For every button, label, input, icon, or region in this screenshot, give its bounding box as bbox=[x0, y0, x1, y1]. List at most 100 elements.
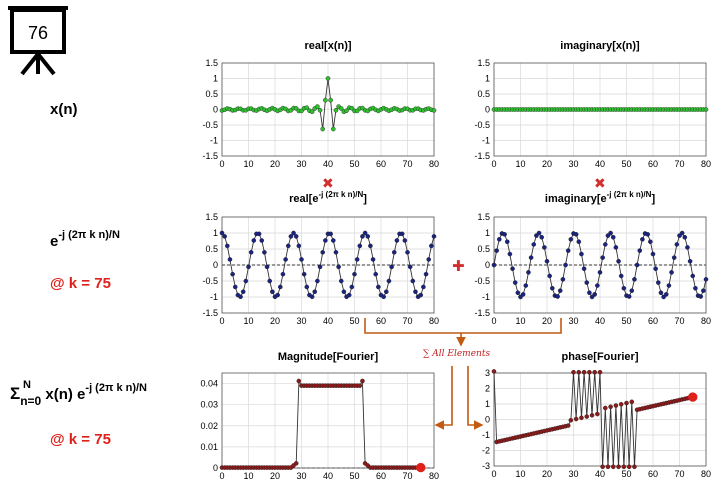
x-tick-label: 20 bbox=[270, 471, 280, 481]
imag_kernel-point bbox=[666, 283, 672, 288]
real_kernel-point bbox=[426, 257, 432, 262]
title-imag-kernel-base: imaginary[e bbox=[544, 193, 607, 205]
imag_kernel-point bbox=[581, 266, 587, 272]
phase-point bbox=[573, 416, 579, 422]
real_kernel-point bbox=[243, 278, 249, 284]
title-imag-kernel-close: ] bbox=[651, 193, 656, 205]
y-tick-label: -1.5 bbox=[202, 308, 218, 318]
imag_kernel-point bbox=[587, 290, 592, 296]
x-tick-label: 80 bbox=[701, 159, 711, 169]
real_kernel-point bbox=[360, 234, 365, 239]
real_x-point bbox=[309, 109, 315, 115]
title-imag-kernel-exp: -j (2π k n)/N bbox=[606, 190, 652, 199]
real_kernel-point bbox=[410, 278, 416, 284]
y-tick-label: 0.5 bbox=[205, 244, 218, 254]
imag_kernel-point bbox=[597, 270, 603, 275]
real_kernel-point bbox=[383, 289, 389, 295]
phase-point bbox=[605, 464, 611, 470]
imag_kernel-point bbox=[693, 285, 698, 291]
y-tick-label: 1 bbox=[213, 228, 218, 238]
x-tick-label: 30 bbox=[568, 469, 578, 479]
imag_kernel-point bbox=[579, 251, 584, 257]
sum-exponent: -j (2π k n)/N bbox=[85, 382, 147, 394]
real_kernel-point bbox=[429, 243, 434, 249]
real_kernel-point bbox=[232, 284, 238, 290]
phase-point bbox=[632, 464, 637, 470]
title-real-kernel: real[e-j (2π k n)/N] bbox=[222, 190, 434, 205]
real_kernel-point bbox=[291, 230, 296, 236]
imag_kernel-point bbox=[634, 262, 640, 268]
y-tick-label: 1 bbox=[485, 74, 490, 84]
real_kernel-point bbox=[251, 238, 257, 243]
sum-k-label: @ k = 75 bbox=[50, 431, 111, 448]
bracket-arrow bbox=[364, 318, 562, 334]
x-tick-label: 30 bbox=[296, 159, 306, 169]
real_kernel-point bbox=[227, 257, 233, 262]
imag_kernel-point bbox=[563, 262, 568, 268]
y-tick-label: -1 bbox=[482, 136, 490, 146]
real_kernel-point bbox=[264, 264, 270, 270]
real_kernel-point bbox=[373, 271, 379, 277]
real_kernel-point bbox=[267, 278, 273, 284]
sum-body: x(n) e bbox=[45, 386, 86, 403]
magnitude-point bbox=[296, 378, 302, 384]
y-tick-label: 0 bbox=[213, 463, 218, 473]
magnitude-axes: 0 10 20 30 40 50 60 70 80 0 0.01 0.02 0.03 0.04 bbox=[200, 372, 439, 481]
plot-frame bbox=[221, 216, 435, 314]
real_kernel-point bbox=[370, 257, 376, 262]
real_kernel-point bbox=[407, 264, 413, 270]
slide-number-badge: 76 bbox=[6, 4, 70, 81]
imag_kernel-point bbox=[671, 255, 677, 260]
imag_kernel-point bbox=[663, 292, 669, 297]
magnitude-point bbox=[357, 383, 363, 388]
imag_kernel-point bbox=[595, 283, 600, 288]
real_x-point bbox=[325, 76, 331, 81]
real_kernel-point bbox=[240, 289, 246, 295]
phase-point bbox=[581, 369, 587, 375]
x-tick-label: 10 bbox=[243, 159, 253, 169]
x-tick-label: 0 bbox=[491, 316, 496, 326]
x-tick-label: 60 bbox=[648, 469, 658, 479]
y-tick-label: -1 bbox=[210, 292, 218, 302]
x-tick-label: 0 bbox=[491, 159, 496, 169]
imag_kernel-point bbox=[600, 255, 605, 260]
x-tick-label: 70 bbox=[674, 159, 684, 169]
y-tick-label: 0.03 bbox=[200, 400, 218, 410]
imag_kernel-point bbox=[629, 288, 635, 293]
x-tick-label: 0 bbox=[219, 471, 224, 481]
x-tick-label: 20 bbox=[542, 159, 552, 169]
real_kernel-point bbox=[315, 278, 320, 284]
x-tick-label: 60 bbox=[376, 471, 386, 481]
to-magnitude-arrow bbox=[434, 366, 453, 430]
y-tick-label: -1.5 bbox=[474, 308, 490, 318]
real_x-point bbox=[330, 126, 336, 132]
imag_kernel-point bbox=[565, 248, 571, 253]
phase-point bbox=[629, 399, 635, 405]
x-tick-label: 60 bbox=[376, 159, 386, 169]
imag_kernel-point bbox=[632, 277, 637, 282]
real_x-point bbox=[338, 106, 344, 111]
imag_kernel-point bbox=[550, 285, 555, 291]
imag_kernel-point bbox=[555, 294, 560, 299]
imag_kernel-point bbox=[656, 280, 661, 285]
imag_kernel-point bbox=[613, 245, 619, 250]
sum-all-elements-note: ∑ All Elements bbox=[423, 349, 491, 359]
x-tick-label: 70 bbox=[402, 471, 412, 481]
phase-point bbox=[571, 369, 576, 375]
real_x-point bbox=[317, 107, 323, 113]
phase-point bbox=[597, 369, 603, 375]
real_kernel-point bbox=[341, 289, 347, 295]
x-tick-label: 40 bbox=[323, 316, 333, 326]
kernel-exponent: -j (2π k n)/N bbox=[58, 229, 120, 241]
x-tick-label: 80 bbox=[701, 316, 711, 326]
y-tick-label: -0.5 bbox=[202, 276, 218, 286]
real_kernel-point bbox=[368, 243, 373, 249]
x-tick-label: 50 bbox=[621, 159, 631, 169]
real_kernel-point bbox=[381, 294, 386, 300]
imag_kernel-point bbox=[608, 230, 613, 236]
real_kernel-point bbox=[309, 294, 315, 300]
imag_kernel-point bbox=[690, 273, 696, 279]
